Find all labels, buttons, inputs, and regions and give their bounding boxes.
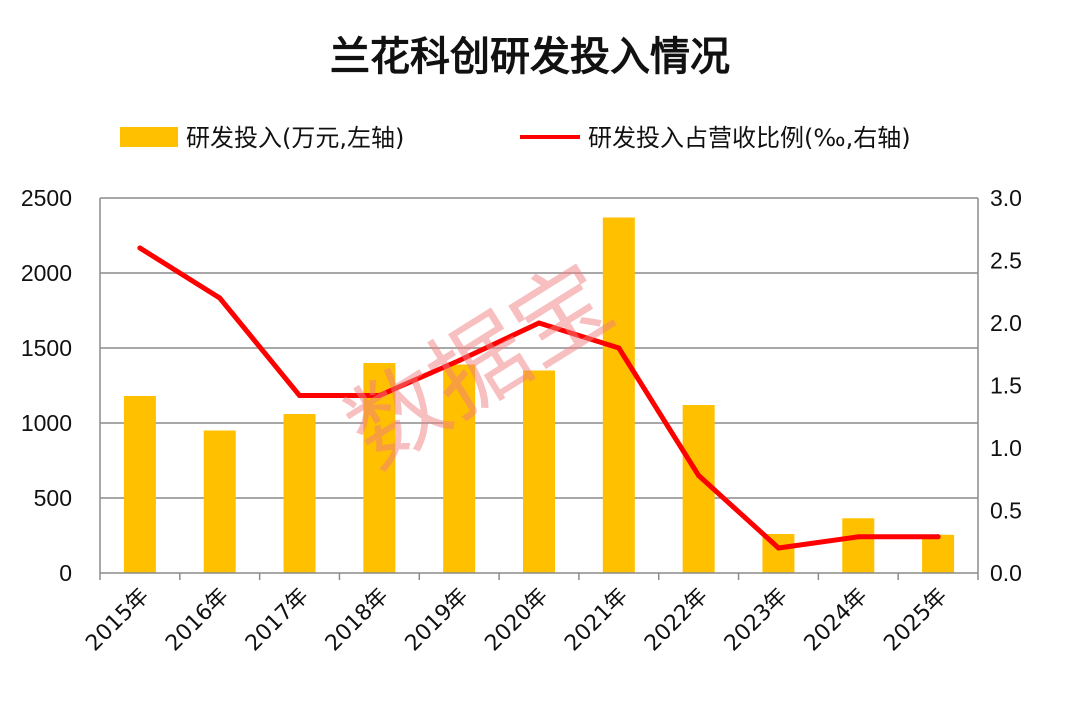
x-tick-label: 2022年 [640, 584, 713, 657]
right-axis-ticks: 0.0 0.5 1.0 1.5 2.0 2.5 3.0 [990, 185, 1022, 586]
right-tick-label: 3.0 [990, 185, 1022, 211]
x-tick-label: 2024年 [800, 584, 873, 657]
legend-label-bar: 研发投入(万元,左轴) [186, 124, 404, 152]
left-tick-label: 0 [59, 560, 72, 586]
bar [842, 518, 875, 573]
left-tick-label: 2500 [21, 185, 72, 211]
bar [682, 405, 715, 573]
line-point [456, 358, 462, 363]
left-tick-label: 2000 [21, 260, 72, 286]
x-axis-ticks: 2015年 2016年 2017年 2018年 2019年 2020年 2021年 2022年… [81, 584, 952, 657]
left-tick-label: 1500 [21, 335, 72, 361]
bar [922, 534, 955, 573]
legend-label-line: 研发投入占营收比例(‰,右轴) [588, 124, 911, 152]
line-point [775, 545, 781, 551]
x-tick-label: 2019年 [401, 584, 474, 657]
right-tick-label: 1.0 [990, 435, 1022, 461]
line-point [616, 345, 622, 351]
legend-swatch-bar [120, 127, 178, 147]
left-tick-label: 1000 [21, 410, 72, 436]
right-tick-label: 0.0 [990, 560, 1022, 586]
x-tick-label: 2018年 [321, 584, 394, 657]
right-tick-label: 2.0 [990, 310, 1022, 336]
right-tick-label: 1.5 [990, 373, 1022, 399]
x-tick-label: 2023年 [720, 584, 793, 657]
watermark: 数据宝 [328, 242, 632, 490]
bar [283, 414, 316, 573]
bar [443, 364, 476, 573]
right-tick-label: 0.5 [990, 498, 1022, 524]
line-point [297, 393, 303, 398]
bar [203, 430, 236, 573]
bar-series [123, 217, 955, 573]
x-tick-label: 2017年 [241, 584, 314, 657]
x-tick-label: 2020年 [480, 584, 553, 657]
left-tick-label: 500 [34, 485, 72, 511]
left-axis-ticks: 0 500 1000 1500 2000 2500 [21, 185, 72, 586]
line-point [696, 473, 702, 478]
line-point [855, 534, 861, 540]
line-point [217, 295, 223, 301]
line-point [536, 320, 542, 326]
x-tick-label: 2021年 [560, 584, 633, 657]
x-tick-label: 2015年 [81, 584, 154, 657]
x-tick-label: 2016年 [161, 584, 234, 657]
legend: 研发投入(万元,左轴) 研发投入占营收比例(‰,右轴) [120, 124, 911, 152]
bar [602, 217, 635, 573]
line-point [376, 393, 382, 398]
line-point [935, 534, 941, 540]
axes [99, 198, 979, 580]
line-series [137, 245, 941, 551]
bar [523, 370, 555, 573]
bar [123, 396, 156, 573]
chart-title: 兰花科创研发投入情况 [330, 34, 730, 80]
line-point [137, 245, 143, 251]
right-tick-label: 2.5 [990, 248, 1022, 274]
x-tick-label: 2025年 [880, 584, 953, 657]
